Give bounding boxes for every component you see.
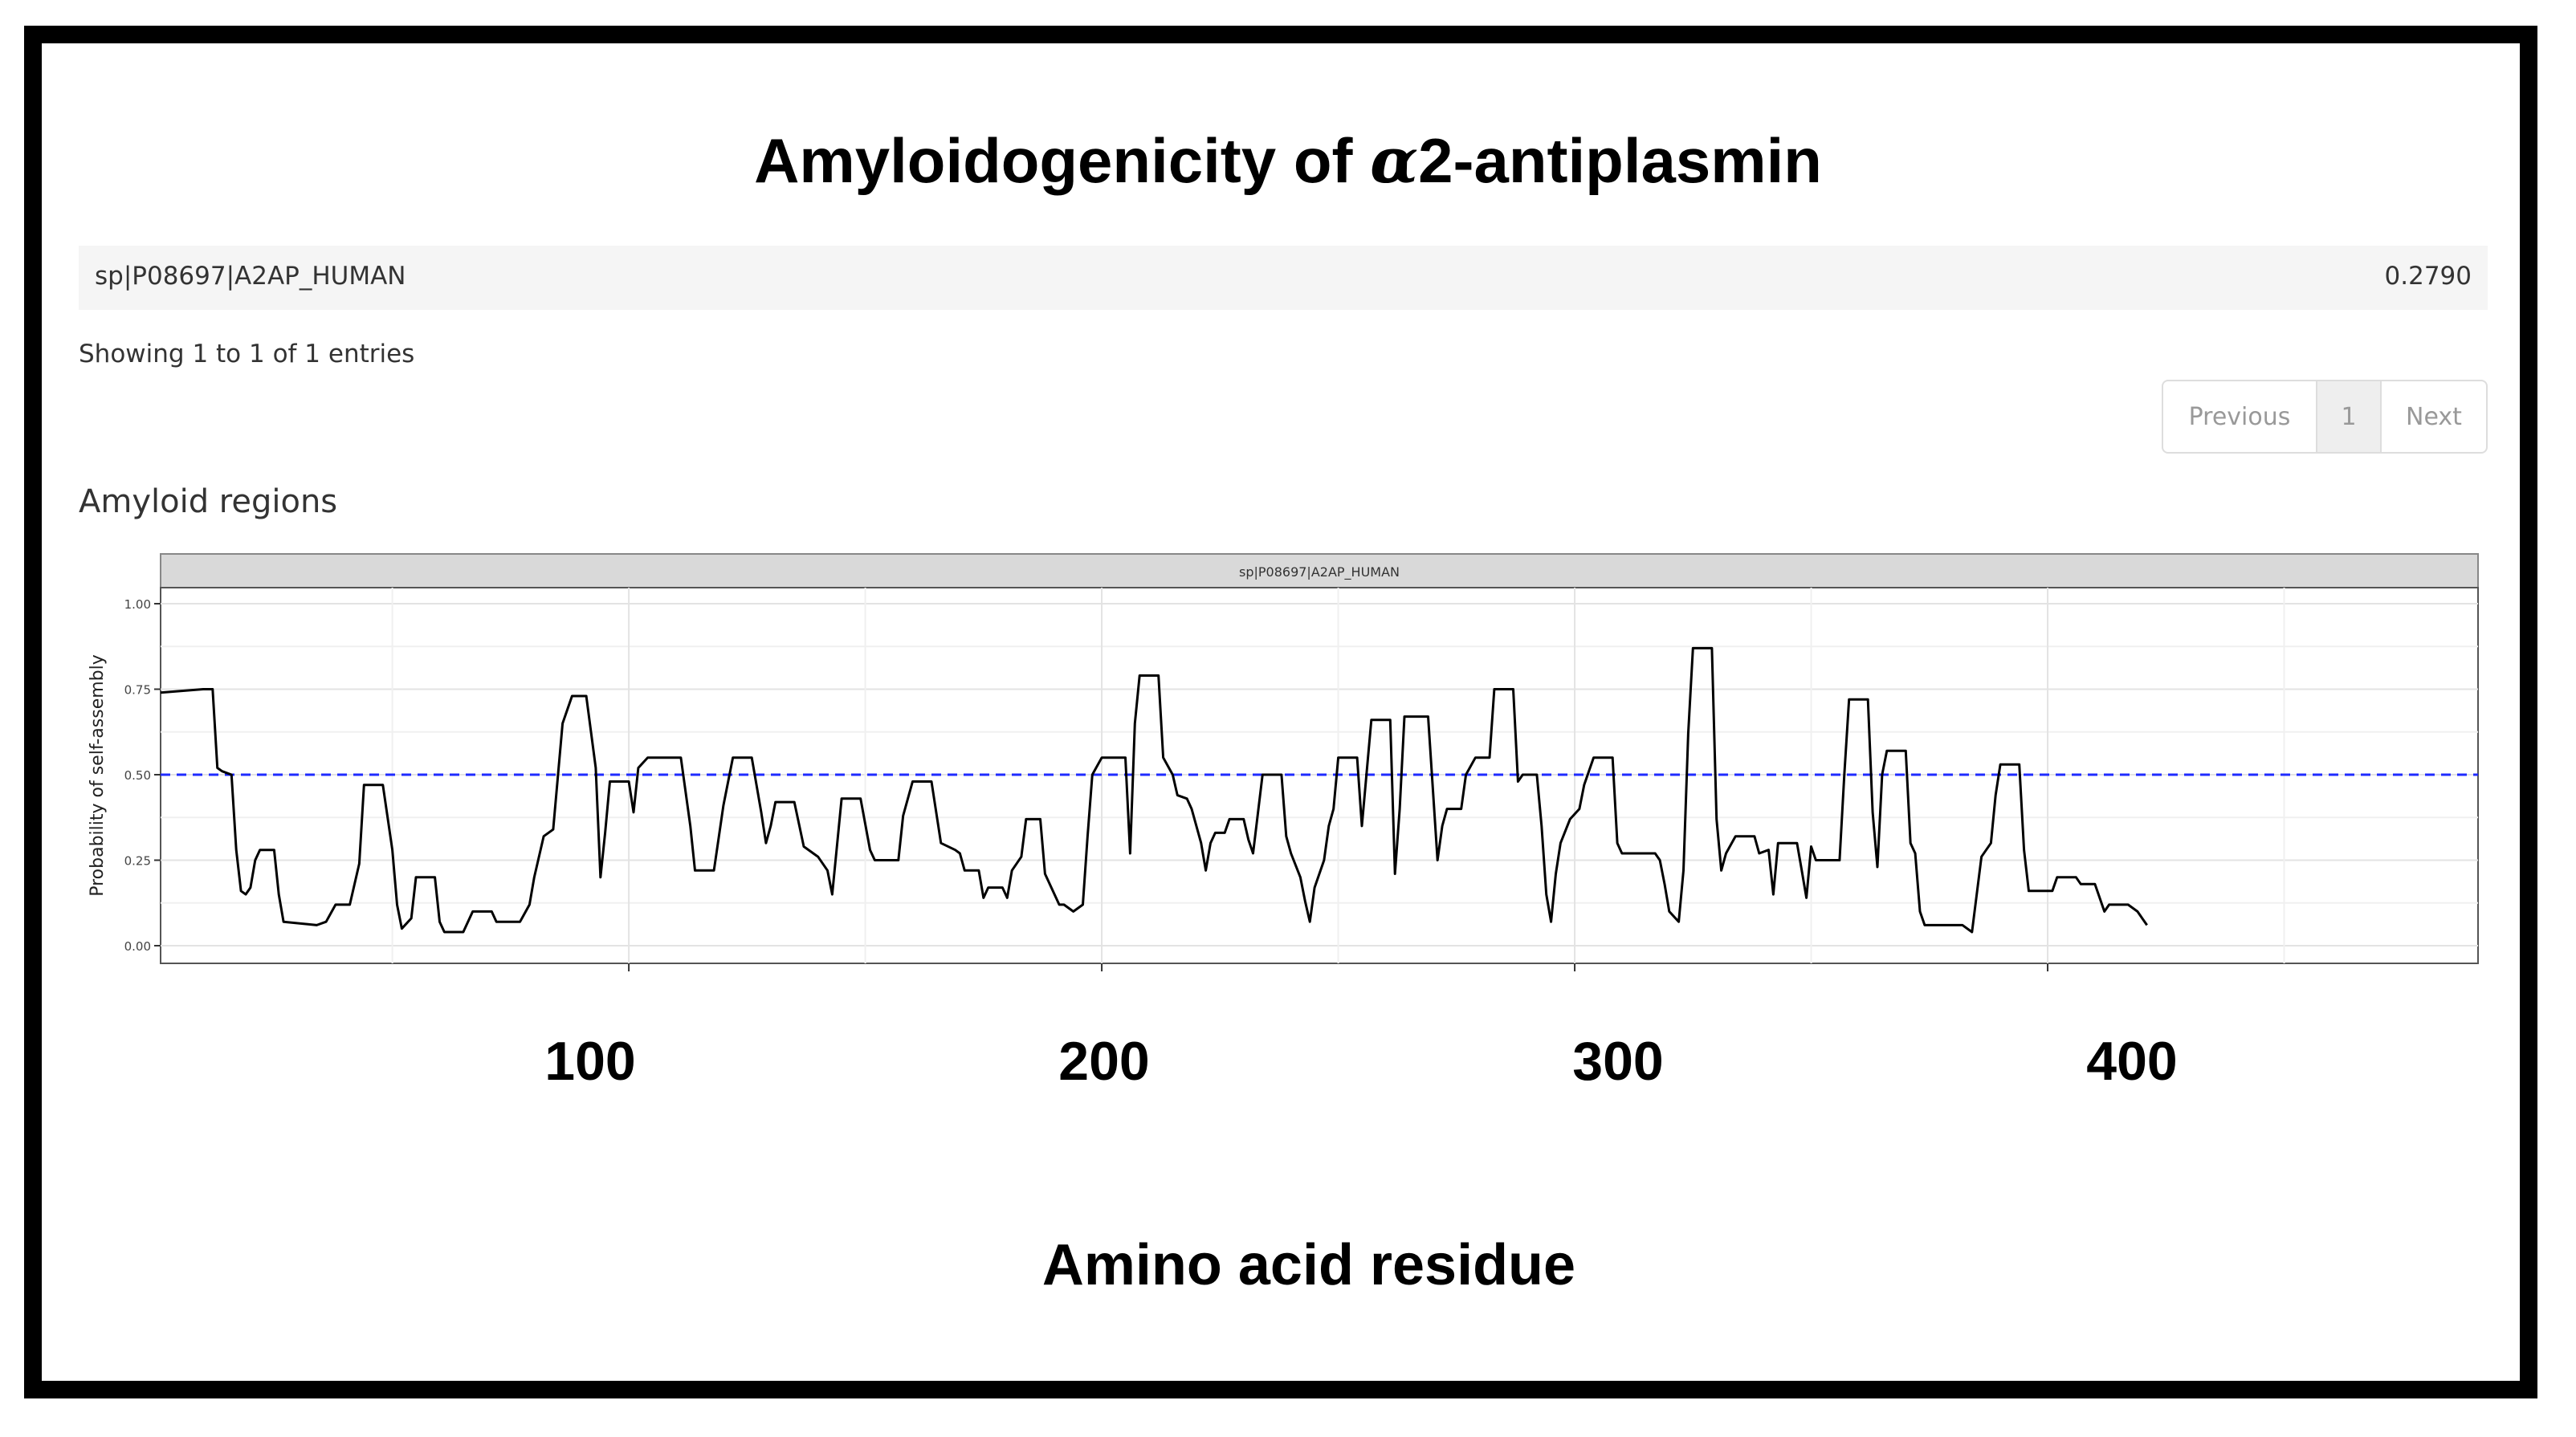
title-alpha: α: [1370, 124, 1419, 197]
page-1-button[interactable]: 1: [2317, 381, 2382, 452]
y-tick-label: 0.75: [124, 683, 151, 698]
x-axis-title: Amino acid residue: [1041, 1233, 1576, 1297]
y-tick-label: 0.50: [124, 768, 151, 783]
title-suffix: 2-antiplasmin: [1418, 125, 1822, 196]
y-tick-label: 0.25: [124, 854, 151, 869]
pagination: Previous 1 Next: [2162, 380, 2488, 454]
score-cell: 0.2790: [2384, 262, 2472, 291]
x-tick-label: 100: [544, 1031, 635, 1092]
protein-id-cell: sp|P08697|A2AP_HUMAN: [95, 262, 406, 291]
x-tick-label: 200: [1058, 1031, 1149, 1092]
facet-strip-label: sp|P08697|A2AP_HUMAN: [1239, 564, 1400, 580]
table-row[interactable]: sp|P08697|A2AP_HUMAN 0.2790: [79, 246, 2488, 310]
previous-button[interactable]: Previous: [2163, 381, 2317, 452]
x-tick-label: 400: [2086, 1031, 2177, 1092]
x-tick-label: 300: [1572, 1031, 1663, 1092]
y-tick-label: 1.00: [124, 597, 151, 612]
title-prefix: Amyloidogenicity of: [754, 125, 1371, 196]
section-title: Amyloid regions: [79, 483, 338, 520]
probability-series-line: [160, 646, 2148, 934]
table-info: Showing 1 to 1 of 1 entries: [79, 340, 415, 368]
page-title: Amyloidogenicity of α2-antiplasmin: [0, 124, 2576, 197]
next-button[interactable]: Next: [2406, 402, 2462, 431]
y-axis-label: Probability of self-assembly: [88, 654, 108, 897]
y-tick-label: 0.00: [124, 939, 151, 954]
